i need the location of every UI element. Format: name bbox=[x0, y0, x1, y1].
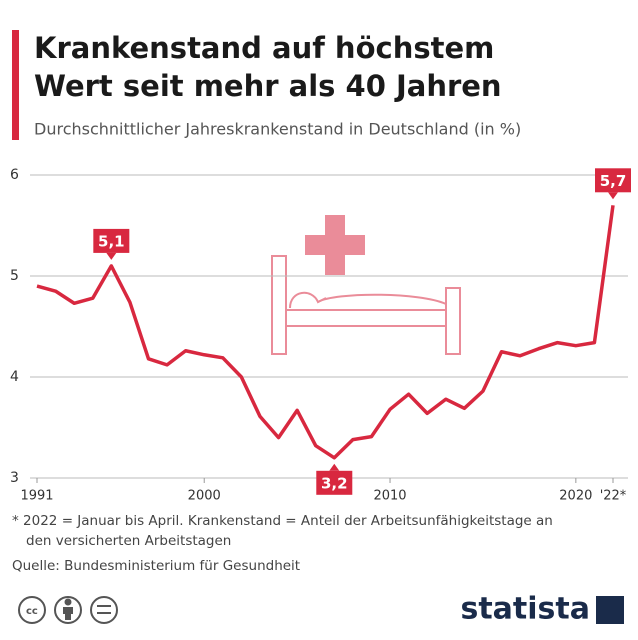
x-tick-label: 2010 bbox=[373, 489, 406, 504]
accent-bar bbox=[12, 30, 19, 140]
y-tick-label: 5 bbox=[10, 268, 19, 284]
x-tick-label: 1991 bbox=[20, 489, 53, 504]
brand: statista bbox=[460, 592, 590, 627]
chart-subtitle: Durchschnittlicher Jahreskrankenstand in… bbox=[34, 120, 521, 139]
label-box bbox=[316, 470, 353, 495]
x-tick-label: 2020 bbox=[559, 489, 592, 504]
x-tick-label: 2000 bbox=[188, 489, 221, 504]
data-label: 5,1 bbox=[98, 232, 125, 250]
label-box bbox=[595, 168, 631, 193]
illustration bbox=[271, 215, 461, 355]
data-line bbox=[36, 205, 615, 460]
chart-title: Krankenstand auf höchstem bbox=[34, 31, 494, 65]
source: Quelle: Bundesministerium für Gesundheit bbox=[12, 558, 300, 574]
data-label: 3,2 bbox=[321, 474, 348, 492]
footnote: * 2022 = Januar bis April. Krankenstand … bbox=[12, 513, 553, 529]
label-pointer bbox=[106, 252, 117, 260]
license-icons bbox=[18, 596, 118, 624]
chart-title: Wert seit mehr als 40 Jahren bbox=[34, 69, 502, 103]
x-tick-label: '22* bbox=[600, 489, 627, 504]
y-tick-label: 4 bbox=[10, 369, 19, 385]
brand-logo bbox=[596, 596, 624, 624]
y-tick-label: 6 bbox=[10, 167, 19, 183]
data-label: 5,7 bbox=[600, 172, 627, 190]
cc-text: cc bbox=[26, 606, 38, 617]
label-box bbox=[93, 228, 130, 253]
footnote: den versicherten Arbeitstagen bbox=[26, 533, 231, 549]
y-tick-label: 3 bbox=[10, 470, 19, 486]
label-pointer bbox=[329, 463, 340, 471]
label-pointer bbox=[608, 192, 618, 200]
